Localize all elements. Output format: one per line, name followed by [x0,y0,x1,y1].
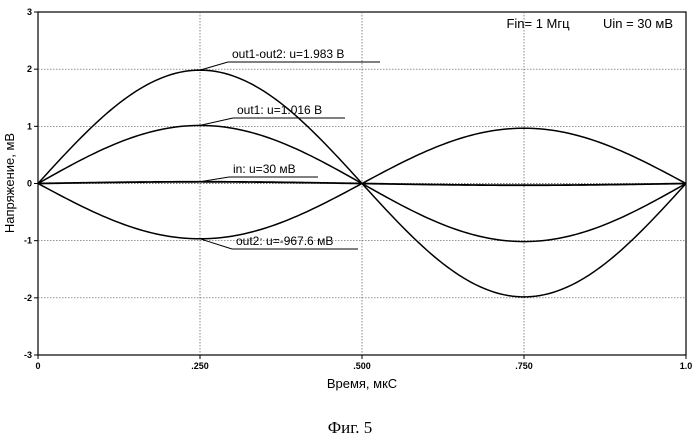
figure-caption: Фиг. 5 [327,418,373,437]
series-annotation-label: out1-out2: u=1.983 В [232,47,344,61]
series-annotation-label: out2: u=-967.6 мВ [236,234,333,248]
input-voltage-note: Uin = 30 мВ [603,16,673,31]
x-tick-labels: 0 .250 .500 .750 1.0 [35,355,692,371]
x-tick-label: 0 [35,361,40,371]
y-tick-label: -3 [24,350,32,360]
series-lines [37,69,687,298]
y-tick-label: 3 [27,7,32,17]
annotation-leader [199,176,230,183]
y-axis-title: Напряжение, мВ [2,133,17,233]
x-tick-label: .500 [353,361,371,371]
y-tick-label: 0 [27,179,32,189]
x-tick-label: .250 [191,361,209,371]
x-tick-label: 1.0 [680,361,693,371]
series-annotation-label: out1: u=1.016 В [237,103,322,117]
x-tick-label: .750 [515,361,533,371]
x-axis-title: Время, мкС [327,376,397,391]
series-line-3 [37,127,687,240]
series-annotations: out1-out2: u=1.983 В out1: u=1.016 В in: u… [199,47,380,250]
y-tick-label: -2 [24,293,32,303]
y-tick-label: -1 [24,236,32,246]
y-tick-labels: 3 2 1 0 -1 -2 -3 [24,7,38,360]
annotation-leader [199,61,229,71]
series-annotation-label: in: u=30 мВ [233,162,296,176]
y-tick-label: 2 [27,64,32,74]
y-tick-label: 1 [27,121,32,131]
annotation-leader [199,117,234,126]
frequency-note: Fin= 1 Мгц [506,16,570,31]
annotation-leader [199,238,233,250]
